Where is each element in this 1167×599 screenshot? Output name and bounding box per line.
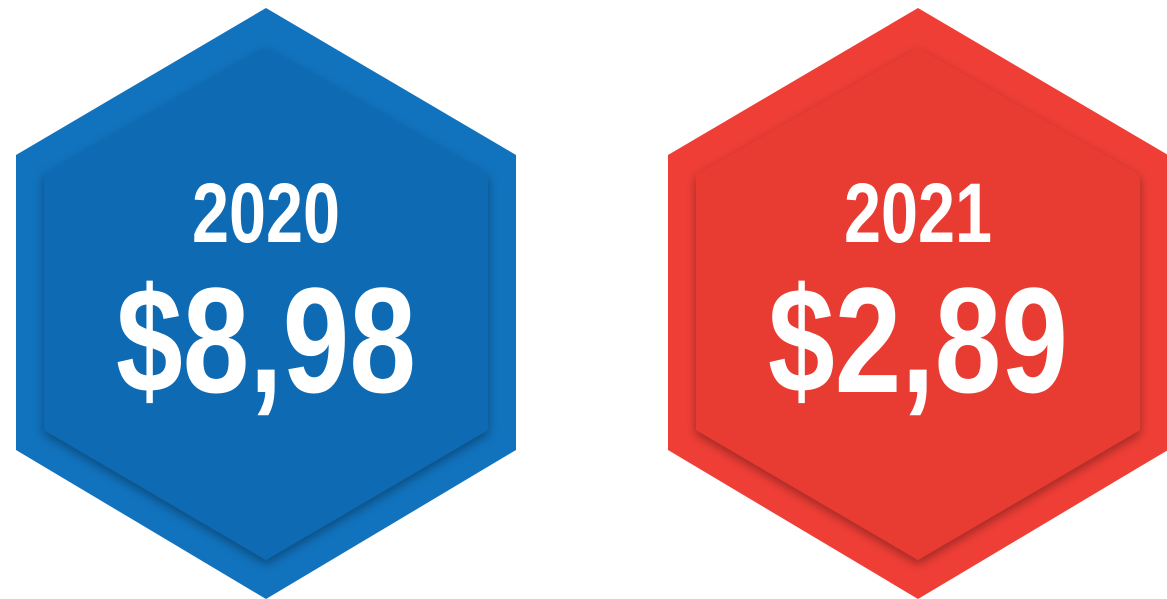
value: $8,98: [116, 256, 416, 424]
badge: 2021$2,89: [668, 8, 1167, 599]
inner-hexagon: [44, 48, 488, 560]
year: 2020: [192, 166, 340, 260]
year: 2021: [844, 166, 992, 260]
inner-hexagon: [696, 48, 1140, 560]
value: $2,89: [768, 256, 1068, 424]
badge: 2020$8,98: [16, 8, 516, 599]
